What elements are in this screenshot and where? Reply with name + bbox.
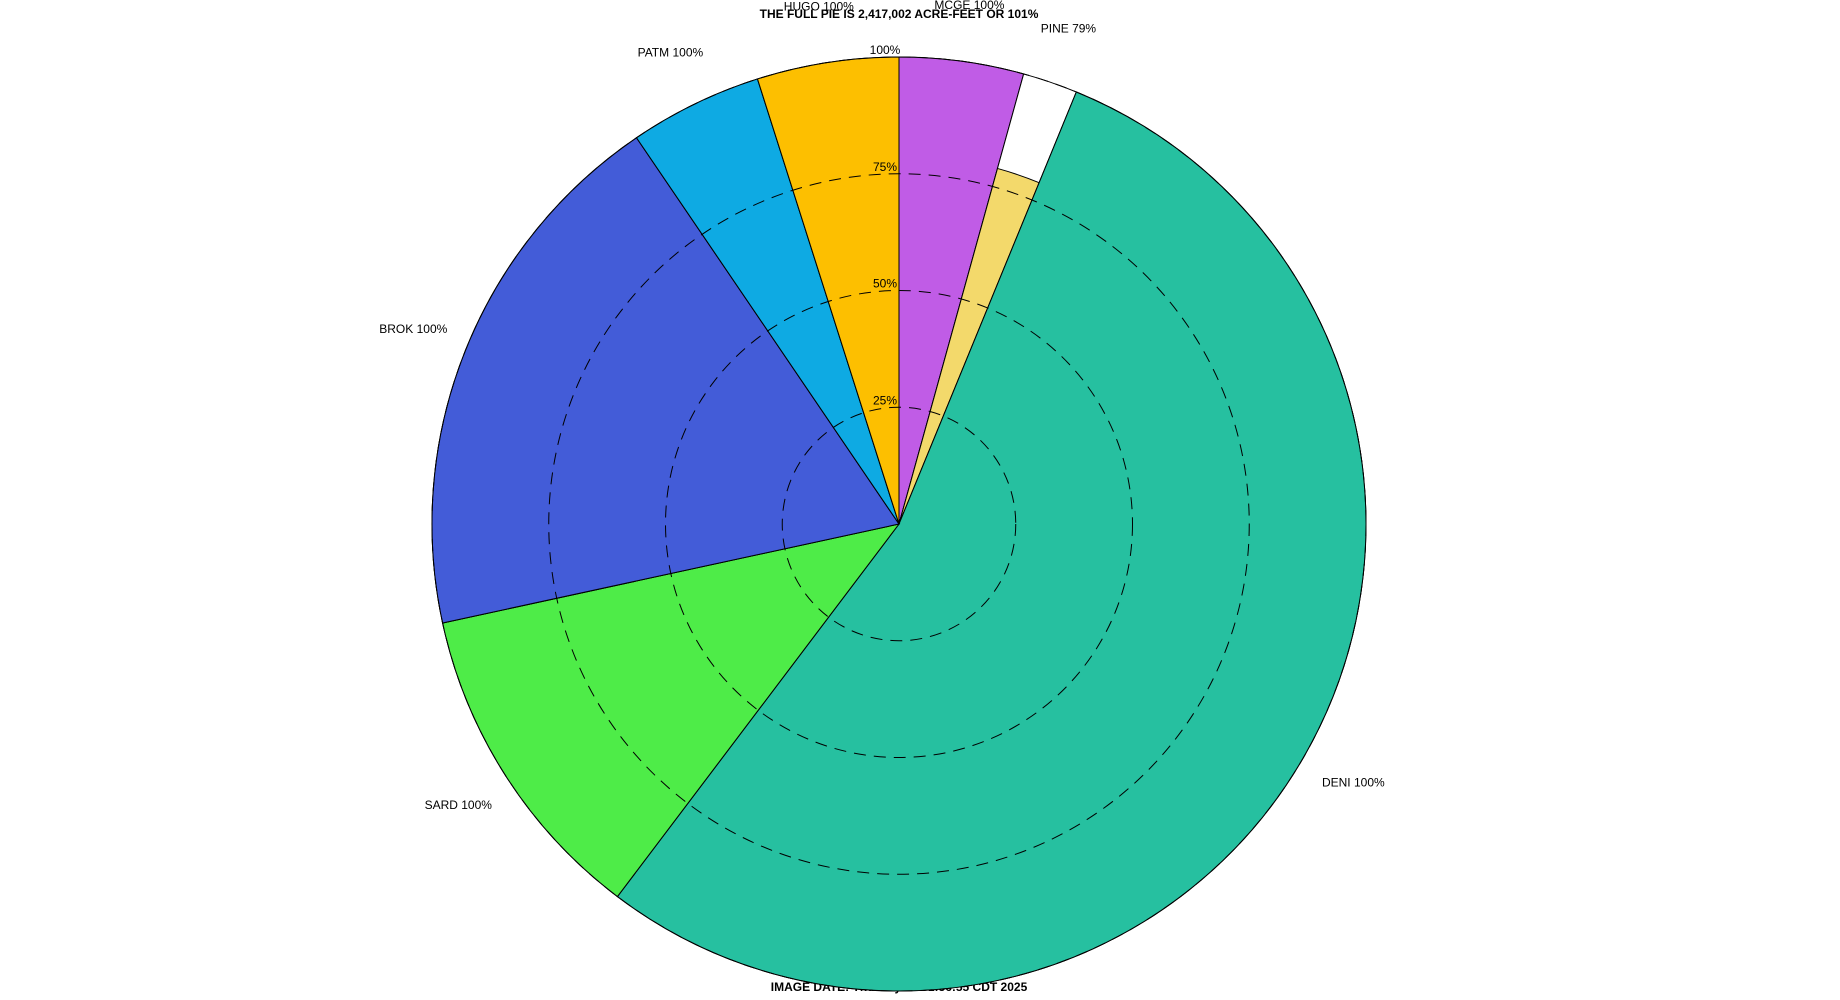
slice-label: PINE 79%: [1041, 21, 1097, 35]
ring-label: 100%: [870, 43, 901, 57]
ring-line: [781, 406, 1017, 642]
ring-label: 25%: [873, 393, 897, 407]
chart-title: THE FULL PIE IS 2,417,002 ACRE-FEET OR 1…: [760, 7, 1039, 21]
slice-label: PATM 100%: [638, 46, 704, 60]
ring-label: 50%: [873, 277, 897, 291]
slice-label: SARD 100%: [425, 798, 493, 812]
ring-label: 75%: [873, 160, 897, 174]
slice-label: BROK 100%: [379, 322, 447, 336]
ring-line: [548, 173, 1250, 875]
slice-label: MCGE 100%: [934, 0, 1004, 12]
slice-label: HUGO 100%: [784, 0, 854, 13]
slice-label: DENI 100%: [1322, 775, 1385, 789]
ring-line: [665, 290, 1133, 758]
ring-line: [431, 56, 1367, 992]
